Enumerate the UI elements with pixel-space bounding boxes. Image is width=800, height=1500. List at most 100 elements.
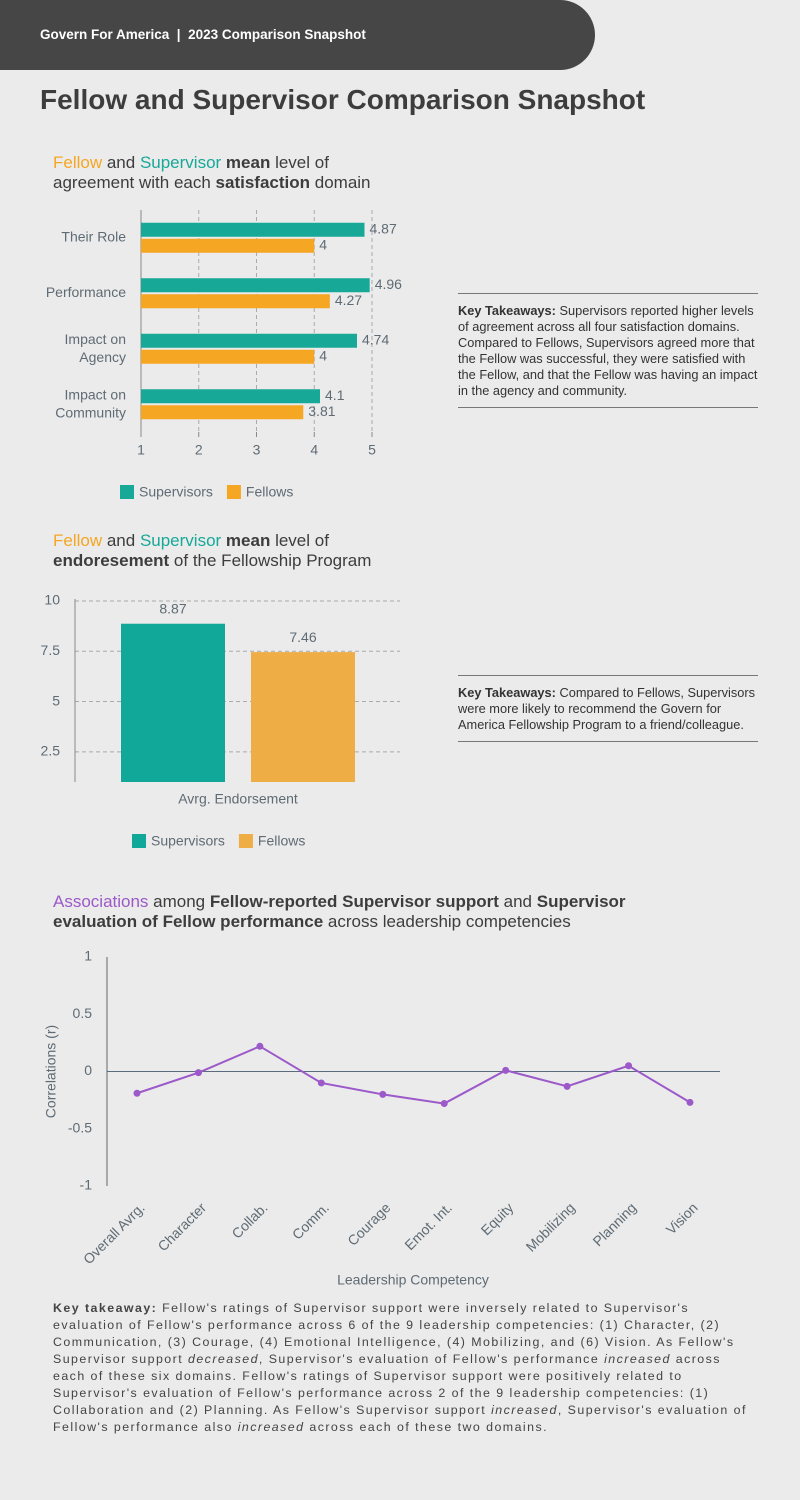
title-part: endoresement	[53, 551, 170, 570]
title-part: mean	[221, 153, 271, 172]
x-tick-label: Vision	[663, 1199, 701, 1237]
title-part: and	[498, 892, 537, 911]
bar	[141, 405, 304, 420]
bar	[141, 278, 370, 293]
takeaway-label: Key Takeaways:	[458, 303, 556, 318]
title-part: among	[148, 892, 210, 911]
header-bar: Govern For America | 2023 Comparison Sna…	[0, 0, 595, 70]
takeaway: Key Takeaways: Supervisors reported high…	[458, 293, 758, 408]
point	[625, 1062, 633, 1070]
value-label: 3.81	[308, 403, 335, 419]
x-tick-label: Mobilizing	[523, 1199, 578, 1254]
title-part: satisfaction	[215, 173, 311, 192]
y-tick-label: 1	[84, 948, 92, 964]
title-part: level of	[270, 531, 329, 550]
y-tick-label: 5	[52, 692, 60, 708]
legend-label: Fellows	[246, 484, 293, 500]
text: increased	[237, 1420, 305, 1434]
y-tick-label: Their Role	[61, 228, 126, 244]
value-label: 4	[319, 236, 327, 252]
title-part: and	[102, 153, 140, 172]
legend-swatch	[238, 834, 253, 848]
x-tick-label: 2	[195, 442, 203, 458]
x-tick-label: Character	[154, 1199, 209, 1254]
x-tick-label: Emot. Int.	[401, 1199, 455, 1253]
text: , Supervisor's evaluation of Fellow's pe…	[53, 1403, 747, 1434]
legend-label: Fellows	[258, 833, 305, 849]
point	[440, 1100, 448, 1108]
x-tick-label: Equity	[478, 1199, 517, 1238]
text: across each of these two domains.	[304, 1420, 548, 1434]
x-tick-label: Collab.	[228, 1199, 270, 1241]
x-tick-label: 5	[368, 442, 376, 458]
title-part: Supervisor evaluation of Fellow performa…	[53, 892, 626, 931]
text: , Supervisor's evaluation of Fellow's pe…	[258, 1352, 605, 1366]
legend-swatch	[132, 834, 146, 848]
takeaway-text: Compared to Fellows, Supervisors were mo…	[458, 685, 756, 732]
title-part: Associations	[53, 892, 149, 911]
y-tick-label: Impact on Community	[55, 386, 126, 420]
chart-title: Fellow and Supervisor mean level of agre…	[53, 153, 413, 193]
y-tick-label: -1	[80, 1177, 93, 1193]
y-axis-title: Correlations (r)	[43, 1025, 59, 1118]
chart-title: Associations among Fellow-reported Super…	[53, 892, 663, 932]
title-part: of the Fellowship Program	[169, 551, 372, 570]
point	[502, 1066, 510, 1074]
page-title: Fellow and Supervisor Comparison Snapsho…	[40, 84, 646, 115]
takeaway-label: Key Takeaways:	[458, 685, 556, 700]
y-tick-label: 2.5	[41, 743, 61, 759]
legend-label: Supervisors	[139, 484, 213, 500]
y-tick-label: 0	[84, 1062, 92, 1078]
title-part: level of agreement with each	[53, 153, 329, 192]
y-tick-label: Performance	[46, 284, 126, 300]
value-label: 4.27	[335, 292, 362, 308]
title-part: and	[102, 531, 140, 550]
y-tick-label: 0.5	[73, 1005, 93, 1021]
text: increased	[491, 1403, 558, 1417]
value-label: 4.96	[375, 276, 402, 292]
y-tick-label: 10	[44, 592, 60, 608]
title-part: Supervisor	[139, 531, 222, 550]
point	[379, 1090, 387, 1098]
title-part: domain	[310, 173, 371, 192]
point	[686, 1098, 694, 1106]
title-part: Supervisor	[139, 153, 222, 172]
title-part: across leadership competencies	[323, 912, 571, 931]
y-tick-label: Impact on Agency	[65, 330, 126, 364]
title-part: mean	[221, 531, 271, 550]
bar	[141, 294, 330, 309]
x-tick-label: Overall Avrg.	[80, 1199, 148, 1267]
value-label: 4.74	[362, 331, 389, 347]
title-part: Fellow-reported Supervisor support	[209, 892, 499, 911]
bar	[141, 238, 315, 253]
text: decreased	[188, 1352, 259, 1366]
point	[563, 1082, 571, 1090]
value-label: 4.87	[369, 220, 396, 236]
key-takeaway-label: Key takeaway:	[53, 1301, 158, 1315]
text: Fellow's ratings of Supervisor support w…	[53, 1301, 735, 1366]
legend-swatch	[120, 485, 134, 499]
chart-title: Fellow and Supervisor mean level of endo…	[53, 531, 433, 571]
x-tick-label: 1	[137, 442, 145, 458]
y-tick-label: -0.5	[68, 1119, 92, 1135]
bar	[251, 652, 355, 782]
value-label: 8.87	[159, 600, 186, 616]
legend-swatch	[226, 485, 241, 499]
x-tick-label: Courage	[344, 1199, 393, 1248]
line	[136, 1045, 691, 1105]
text: across each of these six domains. Fellow…	[53, 1352, 721, 1417]
value-label: 4.1	[325, 387, 345, 403]
title-part: Fellow	[53, 153, 103, 172]
point	[133, 1089, 141, 1097]
point	[256, 1042, 264, 1050]
value-label: 4	[319, 347, 327, 363]
bar	[141, 349, 315, 364]
x-tick-label: Avrg. Endorsement	[178, 791, 298, 807]
takeaway-text: Supervisors reported higher levels of ag…	[458, 303, 758, 398]
text: increased	[604, 1352, 671, 1366]
bar	[141, 333, 357, 348]
takeaway: Key Takeaways: Compared to Fellows, Supe…	[458, 675, 758, 742]
x-axis-title: Leadership Competency	[337, 1272, 489, 1288]
